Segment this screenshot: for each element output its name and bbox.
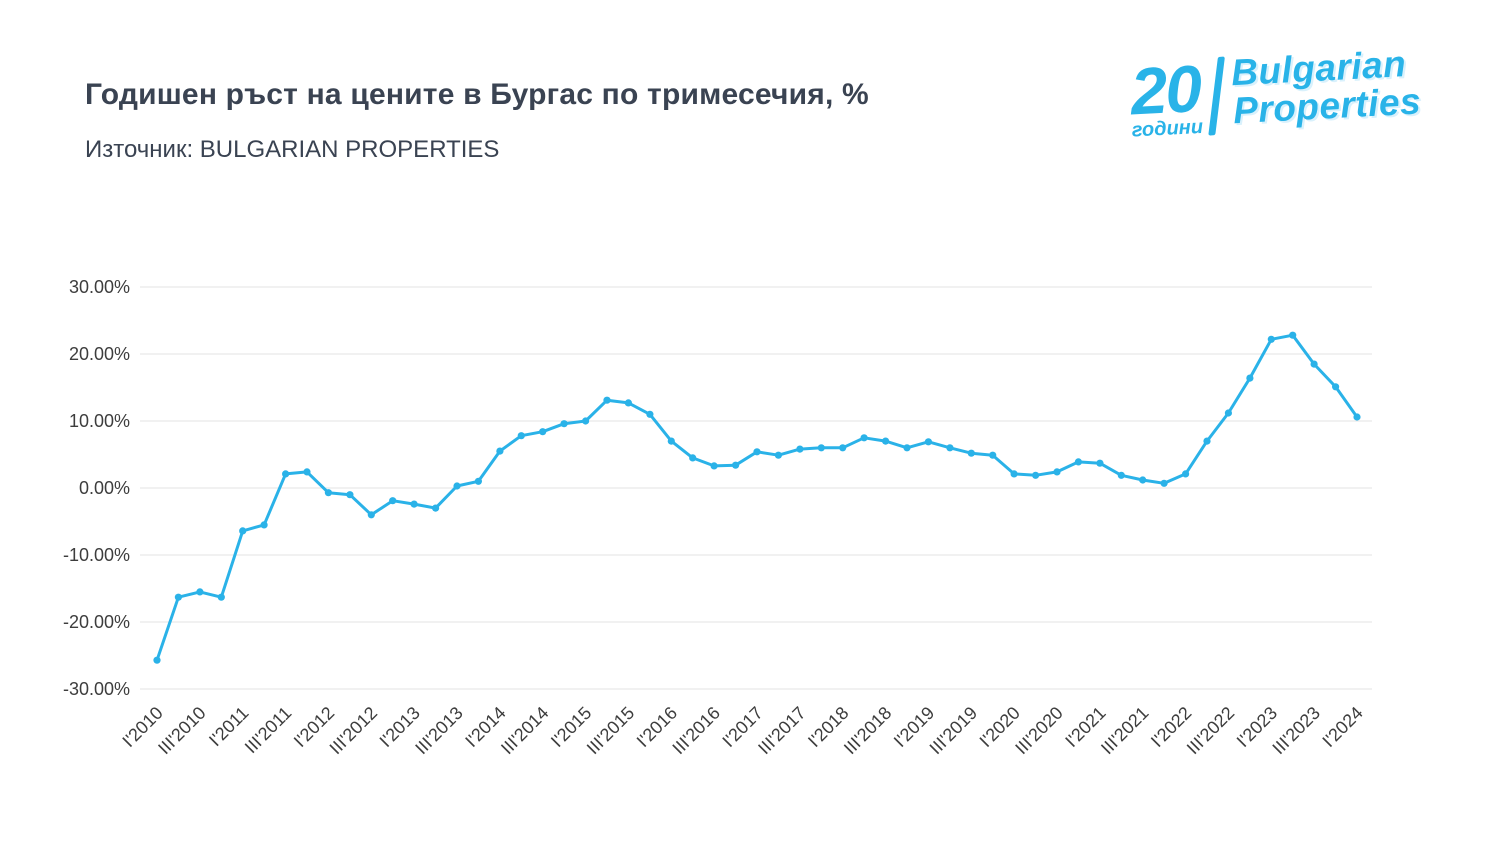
data-point: [1332, 383, 1340, 391]
data-point: [560, 420, 568, 428]
y-tick-label: 30.00%: [69, 277, 130, 297]
x-tick-label: III'2015: [583, 703, 638, 758]
data-point: [410, 500, 418, 508]
x-tick-label: III'2013: [411, 703, 466, 758]
data-point: [667, 437, 675, 445]
header: Годишен ръст на цените в Бургас по триме…: [85, 78, 869, 164]
data-point: [774, 451, 783, 459]
data-point: [1096, 459, 1104, 467]
data-point: [967, 449, 975, 457]
data-point: [603, 396, 611, 404]
data-point: [196, 588, 204, 596]
x-tick-label: III'2012: [326, 703, 381, 758]
y-tick-label: 0.00%: [79, 478, 130, 498]
data-point: [1053, 468, 1061, 476]
data-point: [432, 504, 440, 512]
data-point: [1117, 471, 1125, 479]
data-point: [882, 437, 890, 445]
y-tick-label: -30.00%: [63, 679, 130, 699]
series-line: [155, 333, 1359, 662]
data-point: [646, 410, 654, 418]
data-point: [1246, 374, 1254, 382]
data-point: [282, 470, 290, 478]
y-tick-label: 20.00%: [69, 344, 130, 364]
x-tick-label: III'2017: [754, 703, 809, 758]
x-tick-label: III'2011: [241, 703, 296, 758]
data-point: [389, 497, 397, 505]
data-point: [303, 468, 311, 476]
data-point: [582, 417, 590, 425]
data-point: [1032, 471, 1040, 479]
data-point: [689, 454, 697, 462]
data-point: [453, 482, 461, 490]
data-point: [539, 428, 547, 436]
x-tick-label: III'2018: [840, 703, 895, 758]
x-tick-label: III'2020: [1011, 703, 1066, 758]
data-point: [1353, 413, 1361, 421]
data-point: [924, 438, 933, 446]
data-point: [1224, 409, 1232, 417]
data-point: [260, 521, 268, 529]
data-point: [239, 527, 247, 535]
x-tick-label: III'2019: [926, 703, 981, 758]
data-point: [860, 434, 868, 442]
data-point: [817, 444, 825, 452]
data-point: [174, 593, 182, 601]
y-tick-label: -10.00%: [63, 545, 130, 565]
x-tick-label: III'2016: [668, 703, 723, 758]
data-point: [1203, 437, 1211, 445]
x-tick-label: III'2021: [1097, 703, 1152, 758]
data-point: [346, 491, 354, 499]
data-point: [989, 451, 997, 459]
data-point: [367, 511, 375, 519]
x-tick-label: I'2024: [1318, 703, 1366, 751]
data-point: [1010, 470, 1018, 478]
data-point: [796, 445, 804, 453]
data-point: [1310, 360, 1318, 368]
x-tick-label: III'2022: [1183, 703, 1238, 758]
data-point: [1074, 458, 1082, 466]
data-point: [1182, 470, 1190, 478]
data-point: [1289, 331, 1297, 339]
data-point: [839, 444, 847, 452]
data-point: [903, 444, 911, 452]
data-point: [753, 448, 761, 456]
data-point: [217, 593, 225, 601]
data-point: [732, 461, 740, 469]
data-point: [710, 462, 718, 470]
x-tick-label: III'2023: [1268, 703, 1323, 758]
data-point: [624, 399, 633, 407]
data-point: [324, 489, 332, 497]
data-point: [1139, 476, 1147, 484]
data-point: [496, 447, 504, 455]
data-point: [1267, 335, 1275, 343]
chart-title: Годишен ръст на цените в Бургас по триме…: [85, 78, 869, 111]
y-tick-label: -20.00%: [63, 612, 130, 632]
data-point: [946, 444, 954, 452]
y-tick-label: 10.00%: [69, 411, 130, 431]
x-tick-label: III'2014: [497, 703, 552, 758]
data-point: [517, 432, 525, 440]
data-point: [1160, 479, 1168, 487]
chart-source-label: Източник: BULGARIAN PROPERTIES: [85, 136, 500, 163]
x-tick-label: III'2010: [154, 703, 209, 758]
data-point: [153, 656, 161, 664]
data-point: [474, 477, 482, 485]
